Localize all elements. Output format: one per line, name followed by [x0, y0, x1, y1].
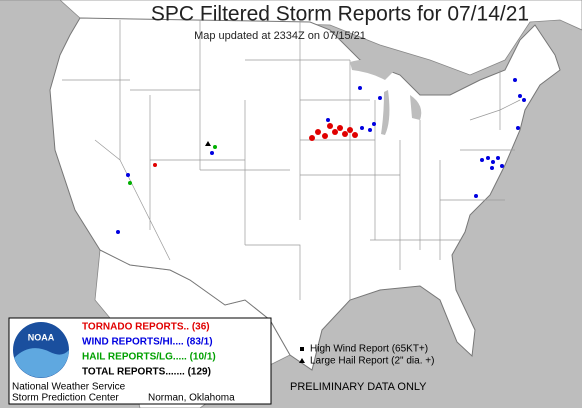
- wind-dot: [360, 126, 364, 130]
- wind-dot: [210, 151, 214, 155]
- hail-dot: [213, 145, 217, 149]
- hail-reports: [128, 145, 217, 185]
- tornado-dot: [347, 127, 353, 133]
- large-hail-symbol: [299, 358, 305, 363]
- high-wind-symbol: [300, 347, 304, 351]
- wind-dot: [116, 230, 120, 234]
- center-text: Storm Prediction Center: [12, 393, 119, 404]
- tornado-dot: [153, 163, 157, 167]
- wind-dot: [368, 128, 372, 132]
- wind-dot: [516, 126, 520, 130]
- lake-michigan: [381, 90, 390, 135]
- wind-reports: [116, 78, 526, 234]
- hail-dot: [128, 181, 132, 185]
- org-text: National Weather Service: [12, 382, 126, 393]
- wind-dot: [474, 194, 478, 198]
- state-lines: [62, 20, 521, 300]
- lake-huron: [410, 95, 422, 120]
- wind-dot: [480, 158, 484, 162]
- wind-dot: [500, 164, 504, 168]
- us-land: [49, 17, 561, 371]
- wind-dot: [518, 94, 522, 98]
- wind-dot: [358, 86, 362, 90]
- wind-dot: [372, 122, 376, 126]
- tornado-dot: [315, 129, 321, 135]
- tornado-dot: [332, 129, 338, 135]
- notice: PRELIMINARY DATA ONLY: [290, 381, 427, 393]
- tornado-dot: [309, 135, 315, 141]
- large-hail-marker: [205, 141, 211, 146]
- total-legend: TOTAL REPORTS....... (129): [82, 367, 211, 378]
- tornado-dot: [322, 133, 328, 139]
- wind-dot: [490, 166, 494, 170]
- wind-dot: [491, 160, 495, 164]
- wind-dot: [486, 156, 490, 160]
- tornado-dot: [337, 125, 343, 131]
- title: SPC Filtered Storm Reports for 07/14/21: [151, 3, 529, 26]
- logo-text: NOAA: [28, 332, 55, 342]
- high-wind-key: High Wind Report (65KT+): [310, 344, 428, 355]
- wind-dot: [496, 156, 500, 160]
- tornado-legend: TORNADO REPORTS.. (36): [82, 322, 210, 333]
- wind-dot: [522, 98, 526, 102]
- tornado-reports: [153, 123, 358, 167]
- wind-dot: [326, 118, 330, 122]
- wind-dot: [378, 96, 382, 100]
- wind-dot: [126, 173, 130, 177]
- location-text: Norman, Oklahoma: [148, 393, 235, 404]
- wind-dot: [513, 78, 517, 82]
- tornado-dot: [327, 123, 333, 129]
- noaa-logo-wave: [14, 348, 69, 378]
- hail-legend: HAIL REPORTS/LG..... (10/1): [82, 352, 216, 363]
- wind-legend: WIND REPORTS/HI.... (83/1): [82, 337, 213, 348]
- lake-superior: [350, 59, 395, 80]
- subtitle: Map updated at 2334Z on 07/15/21: [194, 30, 366, 42]
- large-hail-key: Large Hail Report (2" dia. +): [310, 356, 434, 367]
- tornado-dot: [342, 131, 348, 137]
- tornado-dot: [352, 132, 358, 138]
